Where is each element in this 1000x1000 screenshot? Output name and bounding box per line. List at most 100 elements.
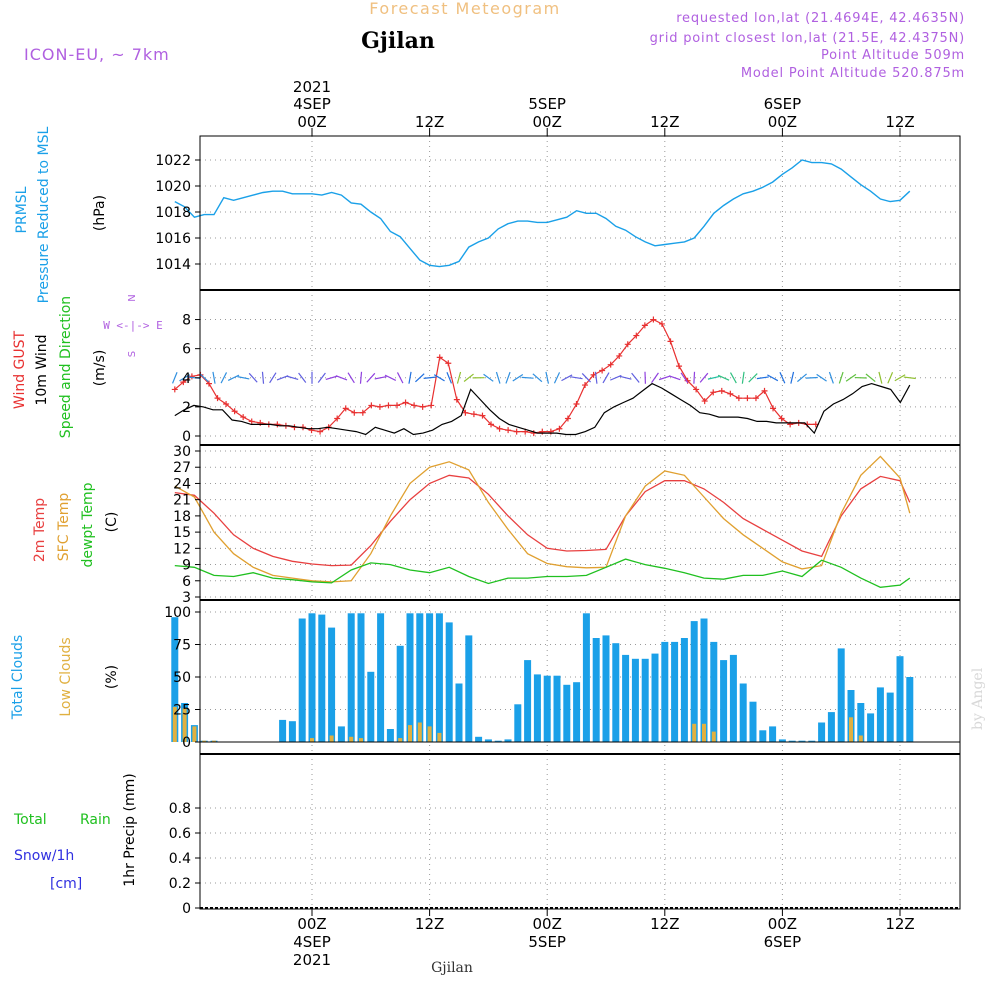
wind-direction-arrow (767, 374, 779, 382)
gust-marker (274, 421, 281, 428)
wind-direction-arrow (276, 375, 289, 381)
clouds-label-total: Total Clouds (10, 635, 26, 720)
wind-direction-arrow (199, 373, 209, 383)
gust-marker (778, 415, 785, 422)
total-cloud-bar (543, 675, 551, 742)
y-tick-label: 18 (173, 509, 191, 525)
wind-direction-arrow (619, 375, 632, 380)
total-cloud-bar (661, 641, 669, 742)
y-tick-label: 9 (182, 558, 191, 574)
watermark: by Angel (970, 667, 986, 730)
y-tick-label: 1014 (155, 257, 191, 273)
low-cloud-bar (202, 740, 207, 742)
y-tick-label: 27 (173, 460, 191, 476)
total-cloud-bar (445, 622, 453, 742)
gust-marker (770, 405, 777, 412)
gust-marker (171, 386, 178, 393)
x-tick-label-bottom: 00Z (768, 915, 797, 933)
total-cloud-bar (553, 675, 561, 742)
precip-label-total: Total (13, 812, 47, 828)
x-tick-label-bottom: 00Z (533, 915, 562, 933)
y-tick-label: 0 (182, 901, 191, 917)
y-tick-label: 100 (164, 605, 191, 621)
y-tick-label: 8 (182, 313, 191, 329)
precip-unit: 1hr Precip (mm) (122, 773, 138, 886)
total-cloud-bar (788, 740, 796, 742)
wind-direction-arrow (495, 371, 501, 384)
day-label-bottom: 5SEP (528, 933, 566, 951)
y-tick-label: 0 (182, 429, 191, 445)
wind-label-speed: Speed and Direction (58, 296, 74, 438)
total-cloud-bar (396, 645, 404, 742)
gust-marker (804, 421, 811, 428)
low-cloud-bar (427, 726, 432, 742)
temp-line-0 (174, 474, 911, 567)
wind-label-gust: Wind GUST (12, 330, 28, 409)
gust-marker (513, 428, 520, 435)
gust-marker (470, 411, 477, 418)
wind-direction-arrow (366, 372, 376, 383)
precip-label-cm: [cm] (50, 876, 82, 892)
temp-label-dewpt: dewpt Temp (80, 482, 96, 567)
wind-direction-arrow (179, 374, 191, 382)
gust-marker (556, 425, 563, 432)
pressure-unit: (hPa) (92, 195, 108, 231)
total-cloud-bar (651, 653, 659, 742)
total-cloud-bar (729, 654, 737, 742)
total-cloud-bar (710, 641, 718, 742)
total-cloud-bar (298, 618, 306, 742)
gust-marker (488, 421, 495, 428)
gust-marker (351, 409, 358, 416)
wind-direction-arrow (220, 372, 228, 384)
total-cloud-bar (867, 713, 875, 742)
temp-line-2 (174, 558, 911, 588)
wind-direction-arrow (805, 376, 818, 379)
total-cloud-bar (367, 671, 375, 742)
wind-direction-arrow (269, 372, 277, 384)
grid-point-coords: grid point closest lon,lat (21.5E, 42.43… (650, 31, 965, 46)
total-cloud-bar (700, 618, 708, 742)
wind-direction-arrow (631, 372, 640, 383)
compass-we: W <-|-> E (103, 319, 163, 332)
wind-direction-arrow (521, 376, 534, 379)
total-cloud-bar (494, 740, 502, 742)
day-label-bottom: 6SEP (764, 933, 802, 951)
total-cloud-bar (827, 712, 835, 742)
total-cloud-bar (631, 658, 639, 742)
x-tick-label-top: 00Z (297, 113, 326, 131)
wind-direction-arrow (248, 372, 258, 383)
gust-marker (582, 382, 589, 389)
total-cloud-bar (759, 730, 767, 742)
low-cloud-bar (849, 717, 853, 742)
total-cloud-bar (602, 635, 610, 742)
wind-direction-arrow (408, 371, 412, 384)
gust-marker (223, 400, 230, 407)
wind-direction-arrow (865, 373, 876, 383)
panel-frame-precip (199, 753, 961, 910)
y-tick-label: 0.8 (169, 801, 191, 817)
gust-marker (624, 341, 631, 348)
gust-marker (667, 338, 674, 345)
total-cloud-bar (416, 613, 424, 742)
wind-direction-arrow (707, 375, 720, 380)
requested-coords: requested lon,lat (21.4694E, 42.4635N) (676, 11, 965, 26)
wind-direction-arrow (561, 374, 573, 382)
gust-marker (359, 409, 366, 416)
total-cloud-bar (337, 726, 345, 742)
low-cloud-bar (858, 735, 863, 742)
gust-marker (573, 400, 580, 407)
product-title: Forecast Meteogram (369, 0, 560, 18)
total-cloud-bar (573, 682, 581, 742)
y-tick-label: 3 (182, 590, 191, 606)
wind-direction-arrow (545, 371, 550, 384)
total-cloud-bar (818, 722, 826, 742)
gust-marker (445, 360, 452, 367)
wind-direction-arrow (456, 371, 462, 384)
gust-marker (428, 402, 435, 409)
x-tick-label-bottom: 12Z (650, 915, 679, 933)
total-cloud-bar (749, 701, 757, 742)
precip-label-snow: Snow/1h (14, 848, 74, 864)
wind-direction-arrow (878, 371, 883, 384)
y-tick-label: 6 (182, 574, 191, 590)
